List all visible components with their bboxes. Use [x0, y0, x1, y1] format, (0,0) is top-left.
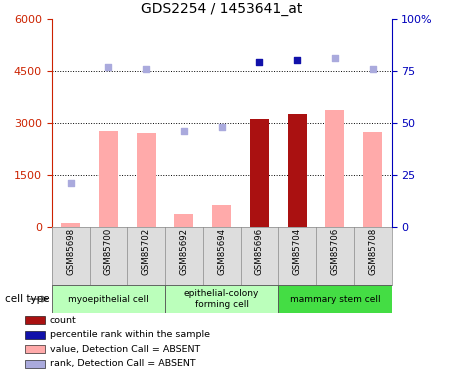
Text: GSM85708: GSM85708 [368, 228, 377, 275]
Bar [325, 110, 344, 227]
Bar [137, 132, 156, 227]
Text: GSM85692: GSM85692 [180, 228, 189, 275]
Text: GSM85706: GSM85706 [330, 228, 339, 275]
Bar [25, 331, 45, 339]
Text: percentile rank within the sample: percentile rank within the sample [50, 330, 210, 339]
Point [180, 128, 188, 134]
Text: GSM85702: GSM85702 [142, 228, 151, 275]
Point [105, 64, 112, 70]
Text: epithelial-colony
forming cell: epithelial-colony forming cell [184, 290, 259, 309]
Bar [25, 360, 45, 368]
Bar [165, 285, 278, 313]
Point [218, 124, 225, 130]
Bar [25, 345, 45, 353]
Bar [61, 223, 80, 227]
Bar [52, 285, 165, 313]
Text: GSM85696: GSM85696 [255, 228, 264, 275]
Text: count: count [50, 316, 76, 325]
Point [369, 66, 376, 72]
Bar [363, 132, 382, 227]
Bar [25, 316, 45, 324]
Text: value, Detection Call = ABSENT: value, Detection Call = ABSENT [50, 345, 200, 354]
Bar [212, 206, 231, 227]
Text: GSM85694: GSM85694 [217, 228, 226, 275]
Point [293, 57, 301, 63]
Title: GDS2254 / 1453641_at: GDS2254 / 1453641_at [141, 2, 302, 16]
Point [256, 60, 263, 66]
Bar [278, 285, 392, 313]
Bar [175, 214, 194, 227]
Point [67, 180, 74, 186]
Bar [250, 119, 269, 227]
Text: myoepithelial cell: myoepithelial cell [68, 295, 149, 304]
Text: mammary stem cell: mammary stem cell [289, 295, 380, 304]
Text: cell type: cell type [5, 294, 50, 304]
Bar [99, 132, 118, 227]
Text: GSM85704: GSM85704 [292, 228, 302, 275]
Bar [288, 114, 306, 227]
Text: rank, Detection Call = ABSENT: rank, Detection Call = ABSENT [50, 359, 195, 368]
Text: GSM85700: GSM85700 [104, 228, 113, 275]
Text: GSM85698: GSM85698 [66, 228, 75, 275]
Point [143, 66, 150, 72]
Point [331, 55, 338, 61]
